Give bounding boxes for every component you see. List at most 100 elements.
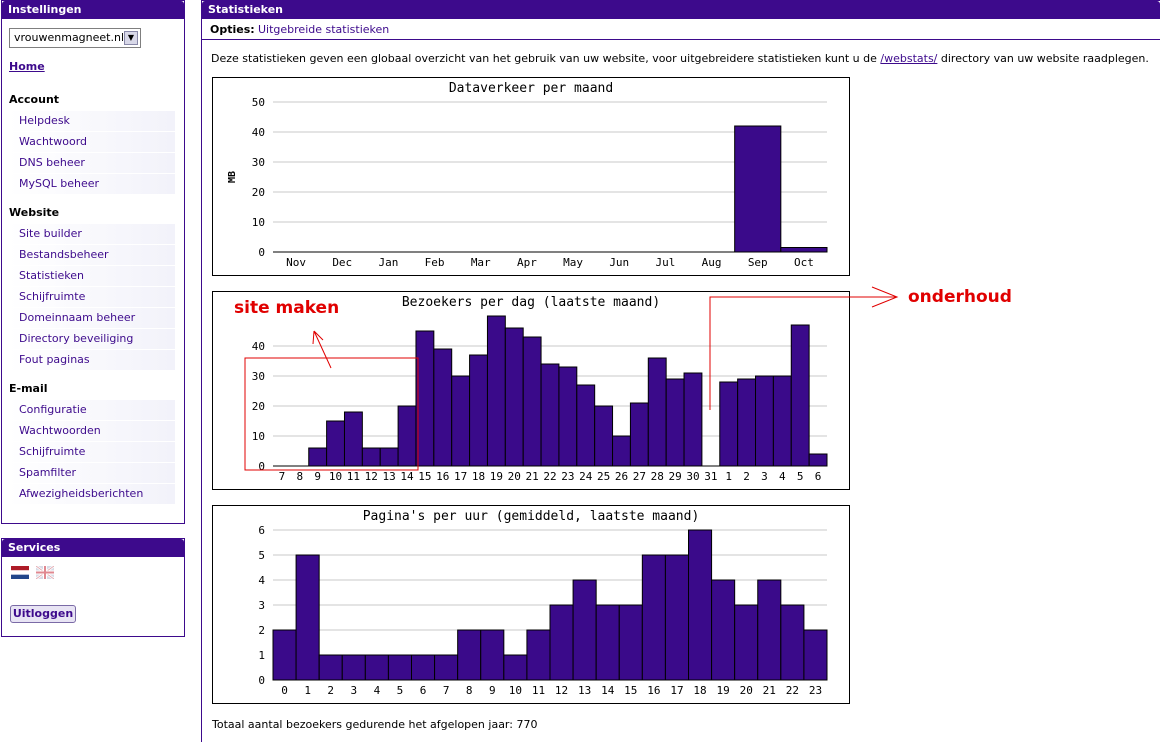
x-tick-label: 0 (281, 684, 288, 697)
bar (451, 375, 471, 467)
x-tick-label: Oct (794, 256, 814, 269)
bar (522, 336, 542, 467)
bar (343, 411, 363, 467)
x-tick-label: 12 (555, 684, 568, 697)
bar (576, 384, 596, 467)
y-tick-label: 3 (258, 599, 265, 612)
intro-text-after: directory van uw website raadplegen. (937, 52, 1149, 65)
sidebar-item-site-builder[interactable]: Site builder (9, 224, 175, 244)
sidebar-item-wachtwoorden[interactable]: Wachtwoorden (9, 421, 175, 441)
y-tick-label: 0 (258, 246, 265, 259)
sidebar-item-statistieken[interactable]: Statistieken (9, 266, 175, 286)
bar (755, 375, 774, 467)
bar (341, 654, 366, 681)
x-tick-label: 7 (279, 470, 286, 483)
bar (808, 453, 828, 467)
options-bar: Opties: Uitgebreide statistieken (202, 19, 1160, 40)
y-tick-label: 20 (252, 186, 265, 199)
y-tick-label: 40 (252, 126, 265, 139)
y-tick-label: 1 (258, 649, 265, 662)
y-tick-label: 40 (252, 340, 265, 353)
sidebar-item-domeinnaam[interactable]: Domeinnaam beheer (9, 308, 175, 328)
bar (780, 247, 828, 253)
intro-text-before: Deze statistieken geven een globaal over… (211, 52, 881, 65)
bar (780, 604, 805, 681)
sidebar-item-directory[interactable]: Directory beveiliging (9, 329, 175, 349)
x-tick-label: 20 (508, 470, 521, 483)
bar (397, 405, 417, 467)
sidebar-item-fout-paginas[interactable]: Fout paginas (9, 350, 175, 370)
x-tick-label: 23 (809, 684, 822, 697)
bar (503, 654, 528, 681)
x-tick-label: 19 (490, 470, 503, 483)
dutch-flag-icon[interactable] (11, 566, 29, 579)
sidebar-item-wachtwoord[interactable]: Wachtwoord (9, 132, 175, 152)
x-tick-label: 14 (601, 684, 615, 697)
bar (641, 554, 666, 681)
sidebar-item-mysql[interactable]: MySQL beheer (9, 174, 175, 194)
x-tick-label: 2 (743, 470, 750, 483)
x-tick-label: 8 (296, 470, 303, 483)
x-tick-label: 20 (740, 684, 753, 697)
pages-per-hour-chart: 0 1 2 3 4 5 6 0 1 2 3 4 5 6 7 8 9 10 11 12 13 14 15 16 17 18 19 20 2… (212, 505, 850, 704)
webstats-link[interactable]: /webstats/ (880, 52, 938, 65)
x-tick-label: 10 (509, 684, 522, 697)
bar (295, 554, 320, 681)
x-tick-label: 14 (400, 470, 414, 483)
y-tick-label: 10 (252, 216, 265, 229)
x-tick-label: 26 (615, 470, 628, 483)
bar (688, 529, 713, 681)
extended-stats-link[interactable]: Uitgebreide statistieken (258, 23, 390, 36)
bar (549, 604, 574, 681)
y-axis-label: MB (227, 171, 238, 183)
bar (594, 405, 614, 467)
x-tick-label: 2 (327, 684, 334, 697)
x-tick-label: Jan (378, 256, 398, 269)
bar (387, 654, 413, 681)
sidebar-item-dns[interactable]: DNS beheer (9, 153, 175, 173)
x-tick-label: 18 (472, 470, 485, 483)
x-tick-label: 19 (717, 684, 730, 697)
x-tick-label: 17 (454, 470, 467, 483)
sidebar-item-schijfruimte[interactable]: Schijfruimte (9, 287, 175, 307)
home-link[interactable]: Home (9, 60, 45, 73)
x-tick-label: Jun (609, 256, 629, 269)
bar (772, 375, 792, 467)
bar (318, 654, 343, 681)
x-tick-label: 12 (365, 470, 378, 483)
y-tick-label: 2 (258, 624, 265, 637)
sidebar-item-configuratie[interactable]: Configuratie (9, 400, 175, 420)
domain-select-value: vrouwenmagneet.nl (14, 31, 125, 44)
y-tick-label: 5 (258, 549, 265, 562)
intro-text: Deze statistieken geven een globaal over… (211, 52, 1149, 65)
x-tick-label: 6 (815, 470, 822, 483)
x-tick-label: 1 (304, 684, 311, 697)
bar (434, 654, 459, 681)
sidebar-item-spamfilter[interactable]: Spamfilter (9, 463, 175, 483)
bar (361, 447, 381, 467)
x-tick-label: Nov (286, 256, 306, 269)
sidebar-item-bestandsbeheer[interactable]: Bestandsbeheer (9, 245, 175, 265)
sidebar-item-mail-schijfruimte[interactable]: Schijfruimte (9, 442, 175, 462)
sidebar-item-afwezigheid[interactable]: Afwezigheidsberichten (9, 484, 175, 504)
x-tick-label: 31 (704, 470, 717, 483)
x-tick-label: 17 (670, 684, 683, 697)
sidebar-item-helpdesk[interactable]: Helpdesk (9, 111, 175, 131)
bar (364, 654, 389, 681)
bar (719, 381, 739, 467)
x-tick-label: 30 (686, 470, 699, 483)
x-tick-label: 22 (786, 684, 799, 697)
settings-panel-title: Instellingen (2, 1, 184, 19)
y-tick-label: 10 (252, 430, 265, 443)
domain-select[interactable]: vrouwenmagneet.nl ▼ (9, 28, 141, 48)
logout-button[interactable]: Uitloggen (10, 605, 76, 623)
bar (790, 324, 810, 467)
bar (326, 420, 345, 467)
english-flag-icon[interactable] (36, 566, 54, 579)
chevron-down-icon[interactable]: ▼ (124, 31, 138, 45)
x-tick-label: 11 (347, 470, 360, 483)
bar (457, 629, 482, 681)
x-tick-label: 10 (329, 470, 342, 483)
bar (469, 354, 488, 467)
bar (572, 579, 597, 681)
